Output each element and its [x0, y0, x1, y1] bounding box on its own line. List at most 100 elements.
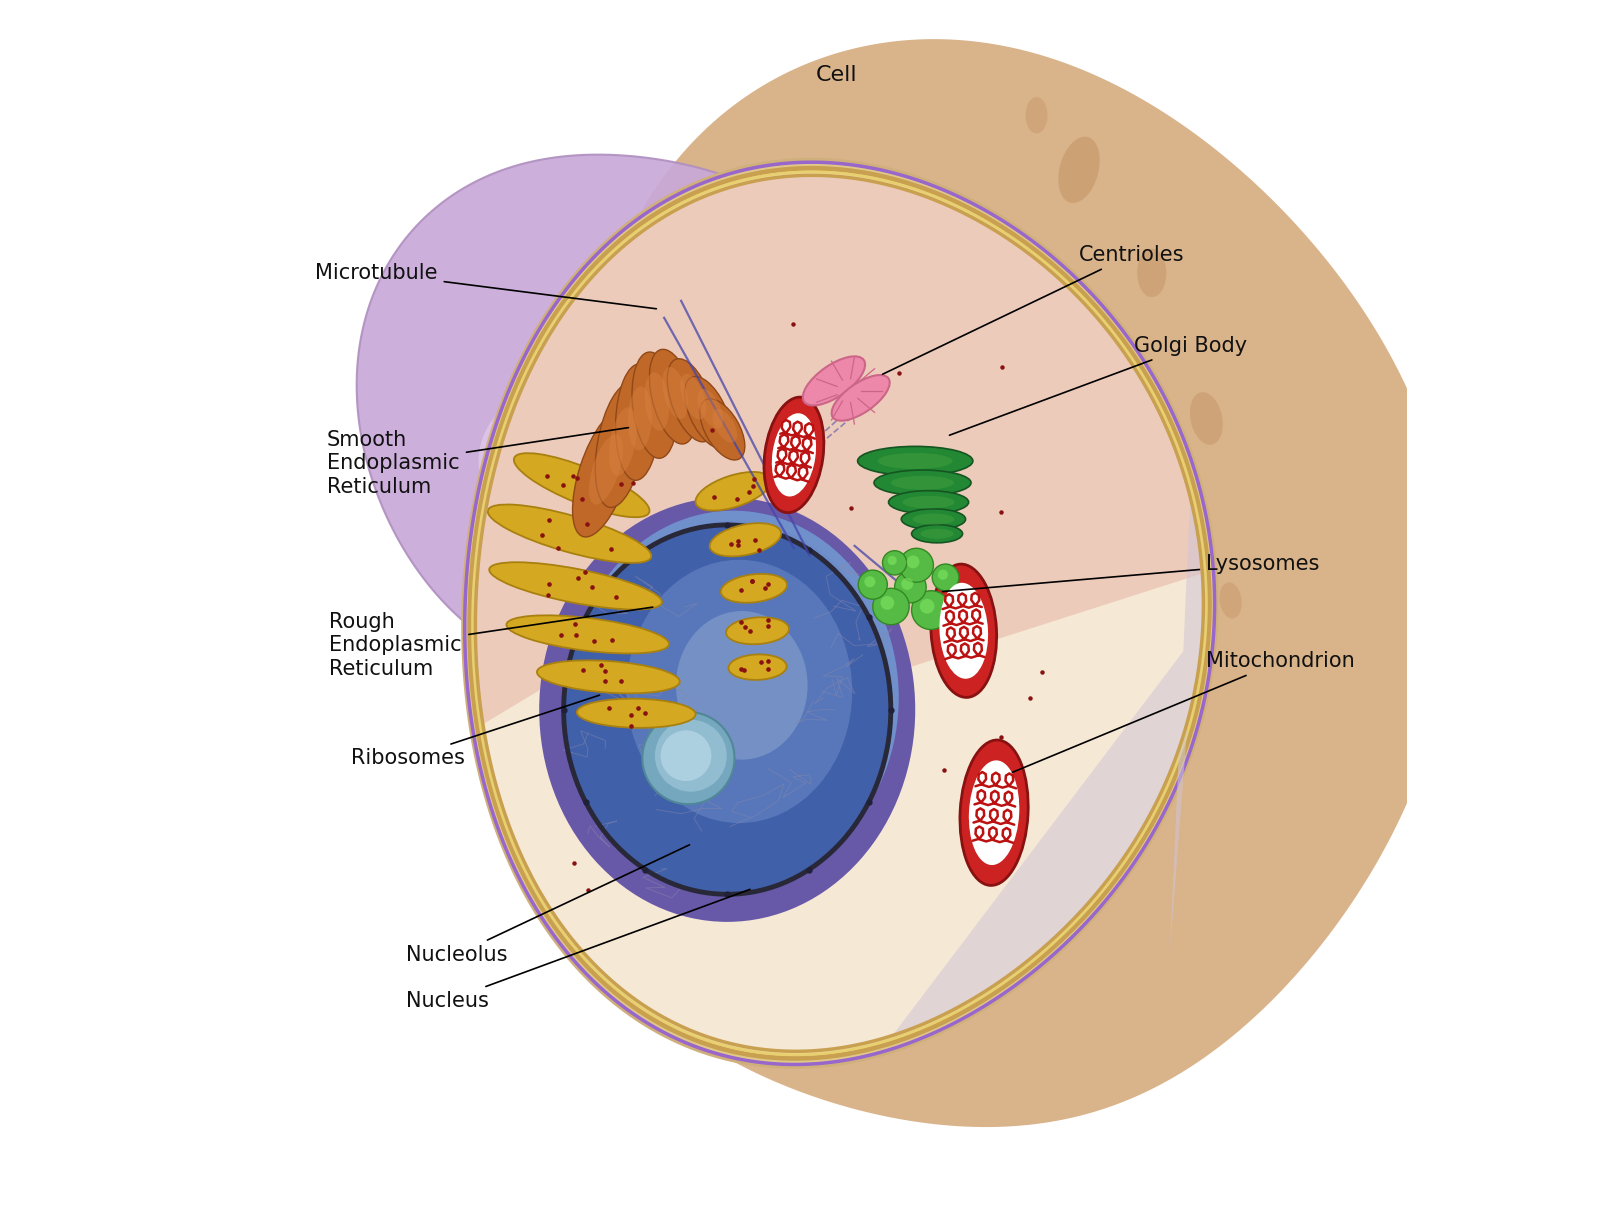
Ellipse shape [578, 522, 890, 873]
Polygon shape [466, 163, 1214, 1064]
Ellipse shape [706, 666, 762, 729]
Ellipse shape [715, 677, 752, 718]
Ellipse shape [595, 383, 646, 507]
Ellipse shape [888, 556, 896, 565]
Ellipse shape [698, 389, 723, 428]
Text: Mitochondrion: Mitochondrion [1013, 651, 1355, 773]
Ellipse shape [563, 525, 891, 894]
Ellipse shape [992, 275, 1021, 319]
Polygon shape [475, 176, 1203, 1052]
Text: Lysosomes: Lysosomes [942, 554, 1320, 592]
Ellipse shape [605, 552, 862, 843]
Ellipse shape [632, 352, 677, 459]
Ellipse shape [872, 588, 909, 625]
Ellipse shape [650, 349, 696, 444]
Ellipse shape [907, 556, 920, 569]
Ellipse shape [680, 374, 706, 420]
Text: Golgi Body: Golgi Body [949, 336, 1246, 435]
Ellipse shape [490, 563, 662, 609]
Ellipse shape [883, 551, 907, 575]
Ellipse shape [771, 414, 816, 496]
Ellipse shape [699, 399, 746, 460]
Polygon shape [475, 176, 1202, 724]
Ellipse shape [920, 529, 954, 539]
Text: Rough
Endoplasmic
Reticulum: Rough Endoplasmic Reticulum [330, 608, 653, 678]
Ellipse shape [720, 574, 787, 603]
Ellipse shape [710, 523, 781, 557]
Polygon shape [357, 154, 901, 679]
Ellipse shape [920, 599, 934, 614]
Ellipse shape [880, 596, 894, 610]
Ellipse shape [874, 471, 971, 496]
Ellipse shape [685, 376, 731, 449]
Text: Smooth
Endoplasmic
Reticulum: Smooth Endoplasmic Reticulum [326, 428, 629, 496]
Ellipse shape [616, 364, 659, 480]
Ellipse shape [688, 645, 779, 750]
Ellipse shape [891, 475, 954, 490]
Ellipse shape [1190, 392, 1222, 445]
Ellipse shape [478, 386, 648, 536]
Ellipse shape [763, 397, 824, 513]
Ellipse shape [595, 542, 870, 853]
Ellipse shape [642, 712, 734, 804]
Polygon shape [893, 497, 1203, 1036]
Text: Ribosomes: Ribosomes [350, 695, 600, 768]
Ellipse shape [803, 357, 866, 405]
Ellipse shape [938, 570, 947, 580]
Ellipse shape [712, 409, 738, 443]
Ellipse shape [667, 359, 715, 442]
Ellipse shape [696, 656, 770, 739]
Ellipse shape [678, 636, 789, 759]
Ellipse shape [651, 604, 816, 791]
Ellipse shape [627, 560, 853, 824]
Ellipse shape [654, 719, 726, 792]
Ellipse shape [726, 617, 789, 644]
Ellipse shape [488, 505, 651, 563]
Ellipse shape [659, 615, 806, 780]
Ellipse shape [661, 730, 712, 781]
Ellipse shape [832, 375, 890, 421]
Ellipse shape [894, 571, 926, 603]
Ellipse shape [912, 524, 963, 543]
Ellipse shape [728, 654, 787, 680]
Ellipse shape [662, 368, 688, 418]
Ellipse shape [675, 611, 808, 759]
Polygon shape [470, 169, 1210, 1058]
Ellipse shape [864, 576, 875, 587]
Ellipse shape [568, 511, 899, 884]
Ellipse shape [1138, 249, 1166, 297]
Ellipse shape [538, 660, 680, 694]
Ellipse shape [1131, 495, 1149, 524]
Ellipse shape [960, 740, 1029, 885]
Ellipse shape [902, 496, 955, 508]
Ellipse shape [642, 593, 826, 802]
Text: Nucleolus: Nucleolus [406, 844, 690, 964]
Ellipse shape [589, 434, 622, 505]
Ellipse shape [1139, 689, 1163, 730]
Ellipse shape [610, 408, 637, 475]
Ellipse shape [725, 687, 742, 708]
Ellipse shape [514, 454, 650, 517]
Ellipse shape [1219, 582, 1242, 619]
Ellipse shape [888, 491, 968, 514]
Ellipse shape [507, 615, 669, 654]
Ellipse shape [933, 564, 958, 591]
Ellipse shape [878, 452, 952, 469]
Ellipse shape [622, 573, 843, 822]
Ellipse shape [899, 548, 933, 582]
Ellipse shape [1058, 137, 1099, 203]
Ellipse shape [912, 513, 954, 525]
Ellipse shape [539, 497, 915, 922]
Ellipse shape [858, 570, 888, 599]
Ellipse shape [901, 509, 965, 530]
Ellipse shape [573, 409, 635, 537]
Text: Cell: Cell [816, 66, 858, 85]
Ellipse shape [645, 372, 669, 431]
Ellipse shape [614, 563, 853, 832]
Ellipse shape [912, 591, 950, 630]
Ellipse shape [858, 446, 973, 475]
Polygon shape [461, 158, 1218, 1069]
Text: Microtubule: Microtubule [315, 263, 656, 309]
Ellipse shape [939, 582, 989, 679]
Text: Nucleus: Nucleus [406, 889, 750, 1010]
